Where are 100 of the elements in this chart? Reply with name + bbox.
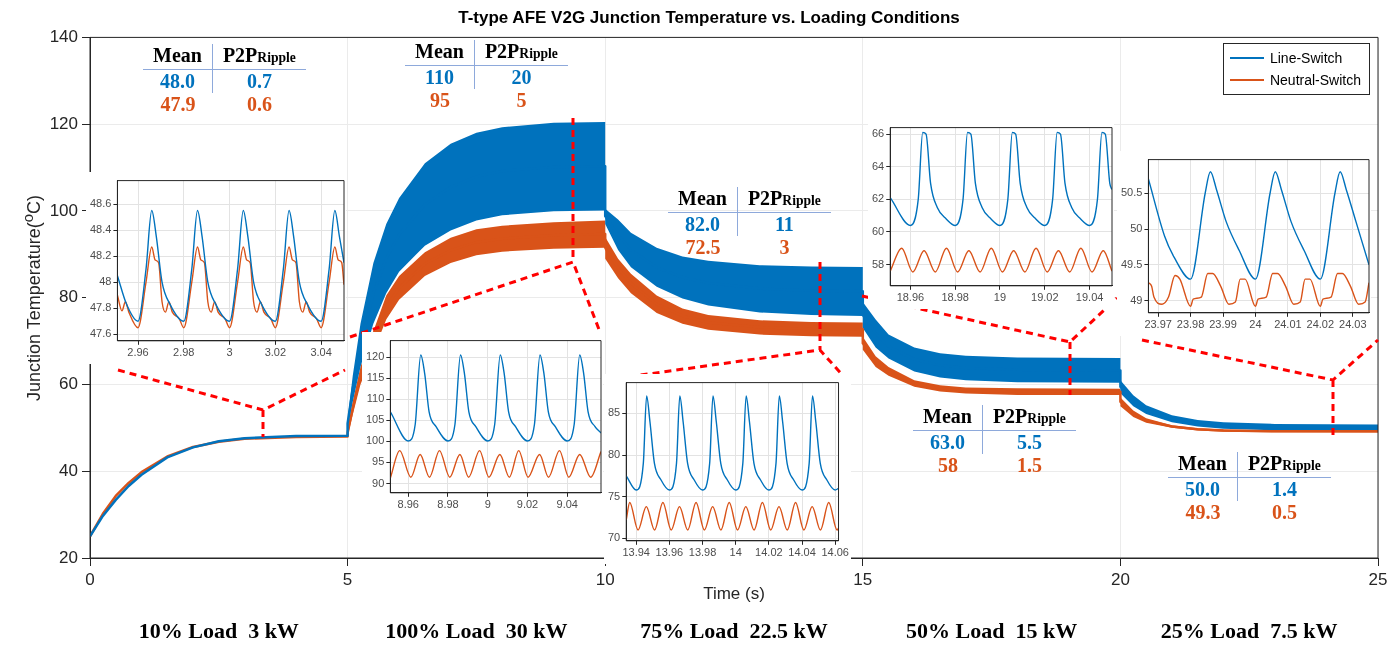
annotation: 0.5 xyxy=(1270,501,1298,524)
y-tick-label: 70 xyxy=(607,531,621,544)
y-tick-label: 48 xyxy=(99,275,112,288)
annotation: Mean xyxy=(913,405,983,431)
y-tick-label: 62 xyxy=(871,192,885,205)
x-tick-label: 9 xyxy=(484,498,491,511)
y-tick-label: 49 xyxy=(1130,293,1143,306)
x-tick-label: 5 xyxy=(342,569,353,589)
y-tick-label: 90 xyxy=(372,476,385,489)
annotation: Mean xyxy=(1168,452,1238,478)
annotation: 3 xyxy=(778,236,791,259)
x-tick-label: 15 xyxy=(853,569,873,589)
x-tick-label: 23.99 xyxy=(1209,318,1237,331)
x-tick-label: 0 xyxy=(85,569,95,589)
annotation: Mean xyxy=(405,40,475,66)
text: 50% Load 15 kW xyxy=(905,618,1079,644)
y-tick-label: 110 xyxy=(366,392,385,405)
annotation: 48.0 xyxy=(143,70,213,93)
annotation: 1.4 xyxy=(1270,478,1298,501)
y-tick-label: 66 xyxy=(871,127,885,140)
y-tick-label: 60 xyxy=(871,225,885,238)
x-tick-label: 2.98 xyxy=(173,346,195,359)
x-tick-label: 3.02 xyxy=(264,346,287,359)
y-tick-label: 48.2 xyxy=(89,249,112,262)
y-tick-label: 50 xyxy=(1130,222,1143,235)
y-tick-label: 120 xyxy=(365,350,385,363)
annotation: 47.9 xyxy=(159,93,197,116)
y-tick-label: 47.8 xyxy=(89,301,112,314)
annotation: Mean xyxy=(668,187,738,213)
text: 75% Load 22.5 kW xyxy=(639,618,829,644)
x-tick-label: 8.98 xyxy=(437,498,459,511)
annotation: 0.6 xyxy=(245,93,273,116)
x-tick-label: 18.98 xyxy=(941,291,969,304)
x-tick-label: 14 xyxy=(729,546,742,559)
annotation: Mean xyxy=(143,44,213,70)
x-tick-label: 13.98 xyxy=(688,546,717,559)
y-tick-label: 140 xyxy=(49,27,78,47)
y-tick-label: 115 xyxy=(366,371,385,384)
y-tick-label: 64 xyxy=(871,159,885,172)
x-tick-label: 24.03 xyxy=(1339,318,1367,331)
annotation: 5.5 xyxy=(1015,431,1043,454)
x-tick-label: 14.02 xyxy=(755,546,783,559)
x-axis-title: Time (s) xyxy=(703,584,765,604)
annotation: 5 xyxy=(515,89,528,112)
annotation: 110 xyxy=(405,66,475,89)
y-tick-label: 95 xyxy=(372,455,385,468)
annotation: 63.0 xyxy=(913,431,983,454)
annotation: 49.3 xyxy=(1184,501,1222,524)
x-tick-label: 19 xyxy=(993,291,1007,304)
x-tick-label: 2.96 xyxy=(127,346,149,359)
annotation: 95 xyxy=(428,89,451,112)
text: 10% Load 3 kW xyxy=(137,618,300,644)
x-tick-label: 18.96 xyxy=(896,291,925,304)
y-tick-label: 60 xyxy=(59,374,78,394)
annotation: 20 xyxy=(510,66,533,89)
y-tick-label: 80 xyxy=(59,287,78,307)
x-tick-label: 10 xyxy=(595,569,615,589)
y-tick-label: 40 xyxy=(59,460,78,480)
x-tick-label: 14.04 xyxy=(788,546,816,559)
y-tick-label: 100 xyxy=(365,434,385,447)
x-tick-label: 25 xyxy=(1368,569,1388,589)
x-tick-label: 23.97 xyxy=(1144,318,1172,331)
y-tick-label: 120 xyxy=(49,113,78,133)
y-tick-label: 49.5 xyxy=(1120,257,1143,270)
x-tick-label: 24 xyxy=(1249,318,1262,331)
x-tick-label: 24.02 xyxy=(1306,318,1335,331)
x-tick-label: 14.06 xyxy=(821,546,849,559)
x-tick-label: 13.96 xyxy=(655,546,684,559)
y-tick-label: 48.6 xyxy=(89,197,112,210)
x-tick-label: 24.01 xyxy=(1274,318,1302,331)
chart-title: T-type AFE V2G Junction Temperature vs. Loading Conditions xyxy=(458,7,960,27)
x-tick-label: 8.96 xyxy=(397,498,419,511)
x-tick-label: 9.02 xyxy=(516,498,539,511)
text: 100% Load 30 kW xyxy=(384,618,569,644)
y-tick-label: 105 xyxy=(365,413,385,426)
y-tick-label: 85 xyxy=(607,406,621,419)
x-tick-label: 19.04 xyxy=(1075,291,1104,304)
y-tick-label: 75 xyxy=(607,489,621,502)
x-tick-label: 9.04 xyxy=(556,498,578,511)
x-tick-label: 3 xyxy=(226,346,233,359)
y-tick-label: 47.6 xyxy=(89,327,112,340)
legend-label: Line-Switch xyxy=(1269,50,1343,67)
x-tick-label: 19.02 xyxy=(1031,291,1059,304)
text: 25% Load 7.5 kW xyxy=(1159,618,1339,644)
annotation: 58 xyxy=(936,454,959,477)
y-tick-label: 50.5 xyxy=(1120,186,1143,199)
y-tick-label: 100 xyxy=(49,200,78,220)
annotation: 50.0 xyxy=(1168,478,1238,501)
x-tick-label: 3.04 xyxy=(310,346,332,359)
x-tick-label: 23.98 xyxy=(1176,318,1205,331)
annotation: 11 xyxy=(773,213,795,236)
annotation: 82.0 xyxy=(668,213,738,236)
y-tick-label: 58 xyxy=(871,257,885,270)
x-tick-label: 13.94 xyxy=(622,546,650,559)
annotation: 72.5 xyxy=(684,236,722,259)
y-tick-label: 48.4 xyxy=(89,223,112,236)
annotation: 1.5 xyxy=(1015,454,1043,477)
legend-label: Neutral-Switch xyxy=(1269,72,1361,89)
annotation: 0.7 xyxy=(245,70,273,93)
y-tick-label: 80 xyxy=(607,448,621,461)
